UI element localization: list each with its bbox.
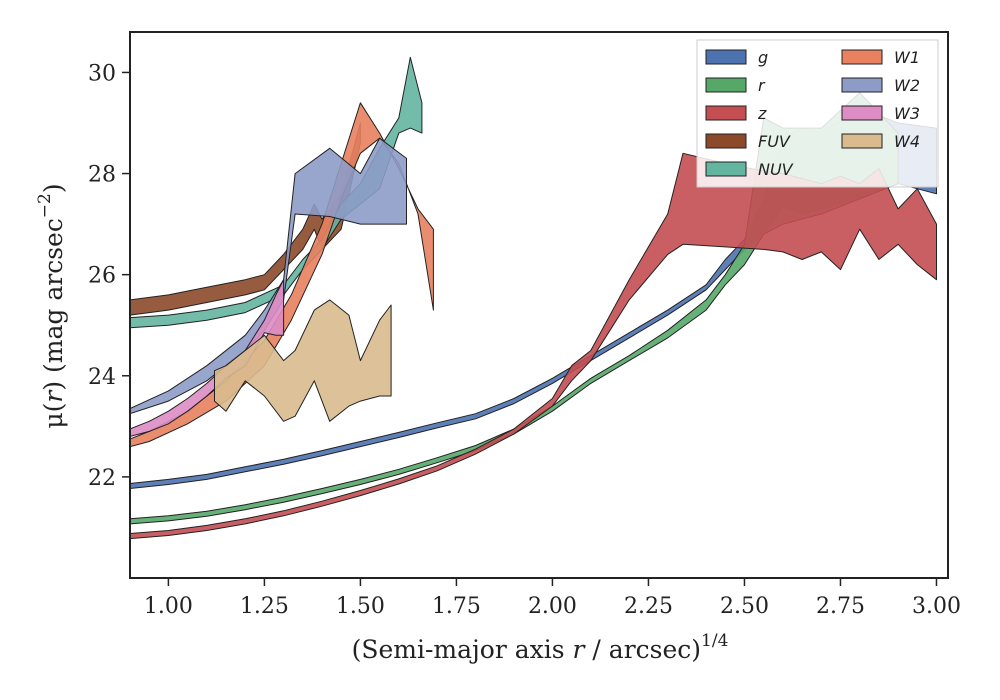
legend-label-w1: W1 <box>894 48 920 67</box>
y-axis-title: μ(r) (mag arcsec−2) <box>35 183 68 428</box>
legend-label-g: g <box>758 48 768 67</box>
legend-swatch-r <box>705 77 747 93</box>
legend-swatch-z <box>705 105 747 121</box>
legend-swatch-w2 <box>841 77 883 93</box>
x-tick-label: 3.00 <box>912 594 961 619</box>
legend-label-w2: W2 <box>894 76 920 95</box>
y-tick-label: 24 <box>88 365 116 390</box>
plot-frame <box>129 31 949 579</box>
series-band-w4 <box>214 299 392 422</box>
x-tick-label: 2.75 <box>816 594 865 619</box>
x-tick-label: 2.50 <box>720 594 769 619</box>
x-tick-label: 1.00 <box>144 594 193 619</box>
x-tick-label: 1.50 <box>336 594 385 619</box>
x-axis-title: (Semi-major axis r / arcsec)1/4 <box>352 631 729 664</box>
y-tick-label: 22 <box>88 466 116 491</box>
series-band-z <box>130 152 937 540</box>
legend-swatch-w1 <box>841 49 883 65</box>
x-axis: 1.00 1.25 1.50 1.75 2.00 2.25 2.50 2.75 3.00 <box>144 578 961 619</box>
legend-swatch-fuv <box>705 133 747 149</box>
legend-label-nuv: NUV <box>758 160 794 179</box>
legend-label-w3: W3 <box>894 104 920 123</box>
x-tick-label: 2.00 <box>528 594 577 619</box>
y-tick-label: 30 <box>88 61 116 86</box>
series-band-w3 <box>130 279 285 437</box>
legend-swatch-g <box>705 49 747 65</box>
x-tick-label: 1.75 <box>432 594 481 619</box>
legend-label-w4: W4 <box>894 132 920 151</box>
y-tick-label: 26 <box>88 264 116 289</box>
y-axis: 22 24 26 28 30 <box>88 61 130 491</box>
legend: grz FUV NUV W1 W2 W3 W4 <box>696 39 939 188</box>
legend-label-r: r <box>758 76 766 95</box>
legend-label-fuv: FUV <box>758 132 791 151</box>
legend-swatch-w4 <box>841 133 883 149</box>
legend-label-z: z <box>757 104 767 123</box>
legend-swatch-nuv <box>705 161 747 177</box>
x-tick-label: 1.25 <box>240 594 289 619</box>
x-tick-label: 2.25 <box>624 594 673 619</box>
y-tick-label: 28 <box>88 163 116 188</box>
legend-swatch-w3 <box>841 105 883 121</box>
